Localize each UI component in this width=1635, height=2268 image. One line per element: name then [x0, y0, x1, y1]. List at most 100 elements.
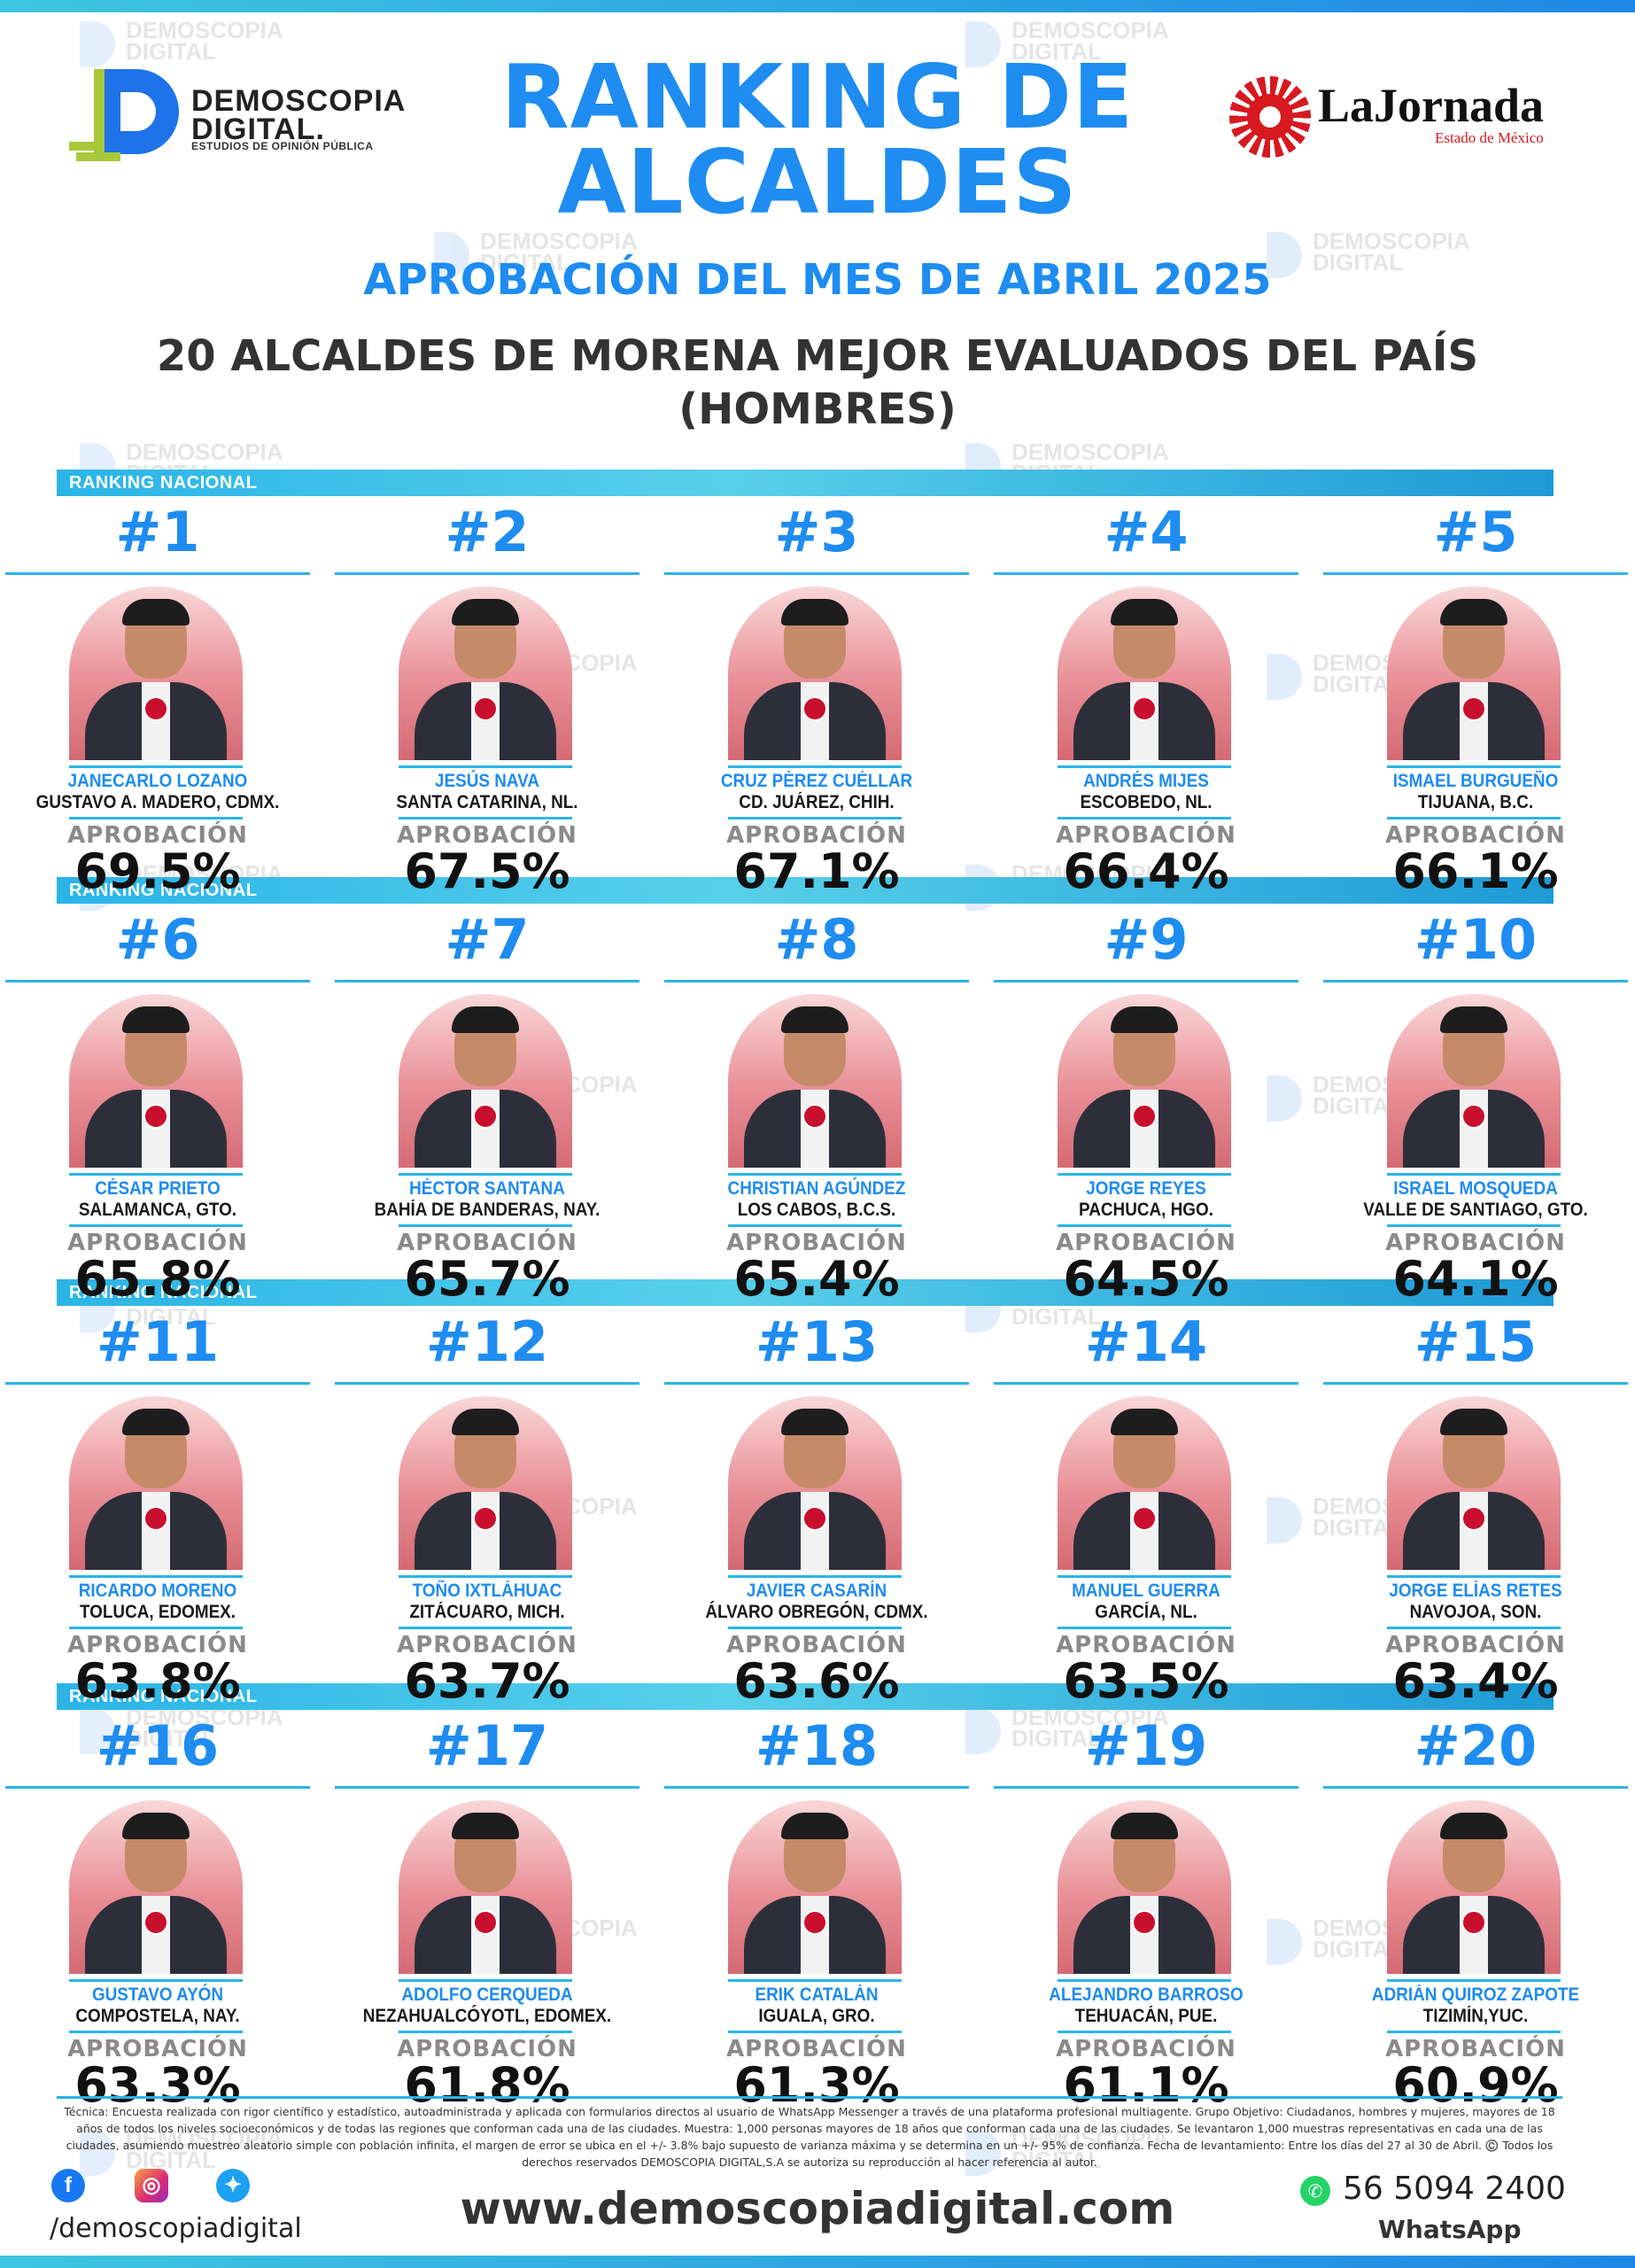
divider [399, 1979, 572, 1982]
approval-value: 63.7% [404, 1653, 570, 1709]
footer-divider [57, 2096, 1562, 2099]
divider [728, 1575, 902, 1578]
approval-value: 66.4% [1063, 843, 1229, 899]
morena-pin-icon [473, 1506, 498, 1531]
mayor-name: MANUEL GUERRA [1072, 1581, 1220, 1601]
divider [1387, 817, 1561, 819]
la-jornada-name: LaJornada [1318, 79, 1545, 132]
mayor-photo [728, 1800, 902, 1974]
approval-label: APROBACIÓN [1056, 822, 1236, 849]
divider [1387, 1575, 1561, 1578]
rank-number: #15 [1414, 1309, 1538, 1374]
technical-note: Técnica: Encuesta realizada con rigor ci… [64, 2105, 1555, 2169]
approval-value: 69.5% [74, 843, 241, 899]
rank-number: #11 [96, 1309, 220, 1374]
mayor-photo [1387, 1800, 1561, 1974]
divider [335, 1786, 639, 1789]
mayor-city: BAHÍA DE BANDERAS, NAY. [374, 1200, 601, 1220]
mayor-card: #10 ISRAEL MOSQUEDA VALLE DE SANTIAGO, GTO… [1323, 909, 1628, 1306]
divider [1323, 1786, 1628, 1789]
approval-value: 63.8% [74, 1653, 241, 1709]
mayor-city: VALLE DE SANTIAGO, GTO. [1363, 1200, 1588, 1220]
mayor-card: #16 GUSTAVO AYÓN COMPOSTELA, NAY. APROBACIÓ… [5, 1715, 310, 2112]
approval-label: APROBACIÓN [397, 822, 577, 849]
mayor-name: ADOLFO CERQUEDA [401, 1984, 573, 2005]
divider [69, 1173, 243, 1176]
approval-label: APROBACIÓN [397, 1632, 577, 1658]
mayor-city: IGUALA, GRO. [758, 2006, 875, 2026]
mayor-city: COMPOSTELA, NAY. [75, 2006, 240, 2026]
mayor-city: TIZIMÍN,YUC. [1422, 2006, 1529, 2026]
approval-value: 67.1% [733, 843, 900, 899]
mayor-city: TOLUCA, EDOMEX. [79, 1602, 236, 1622]
approval-value: 63.4% [1392, 1653, 1559, 1709]
divider [994, 572, 1298, 575]
social-handle[interactable]: /demoscopiadigital [50, 2213, 302, 2244]
mayor-photo [1387, 994, 1561, 1168]
facebook-icon[interactable]: f [51, 2169, 85, 2202]
approval-label: APROBACIÓN [1385, 822, 1566, 849]
divider [69, 817, 243, 819]
whatsapp-phone[interactable]: 56 5094 2400 [1343, 2171, 1566, 2207]
mayor-photo [1387, 1396, 1561, 1570]
divider [5, 572, 310, 575]
mayor-photo [399, 994, 572, 1168]
divider [69, 2031, 243, 2033]
twitter-icon[interactable]: ✦ [216, 2169, 250, 2202]
rank-number: #17 [425, 1713, 549, 1778]
mayor-name: CHRISTIAN AGÚNDEZ [727, 1178, 906, 1199]
section-band: RANKING NACIONAL [57, 470, 1554, 496]
mayor-photo [728, 586, 902, 760]
mayor-photo [399, 1396, 572, 1570]
mayor-name: ANDRÉS MIJES [1083, 771, 1209, 791]
rank-number: #13 [755, 1309, 879, 1374]
morena-pin-icon [802, 1104, 827, 1129]
page-subtitle: APROBACIÓN DEL MES DE ABRIL 2025 [363, 255, 1272, 305]
divider [1058, 817, 1231, 819]
rank-number: #5 [1433, 500, 1518, 564]
divider [1058, 1627, 1231, 1629]
divider [994, 980, 1298, 983]
divider [728, 1224, 902, 1227]
rank-number: #20 [1414, 1713, 1538, 1778]
mayor-city: TIJUANA, B.C. [1417, 792, 1534, 812]
rank-number: #3 [774, 500, 859, 564]
divider [335, 980, 639, 983]
rank-number: #12 [425, 1309, 549, 1374]
mayor-card: #5 ISMAEL BURGUEÑO TIJUANA, B.C. APROBACIÓN… [1323, 500, 1628, 898]
demoscopia-logo: DEMOSCOPIA DIGITAL. ESTUDIOS DE OPINIÓN … [69, 67, 405, 165]
mayor-card: #3 CRUZ PÉREZ CUÉLLAR CD. JUÁREZ, CHIH. APR… [664, 500, 969, 898]
rank-number: #2 [445, 500, 530, 564]
divider [1387, 1224, 1561, 1227]
morena-pin-icon [473, 1104, 498, 1129]
mayor-card: #6 CÉSAR PRIETO SALAMANCA, GTO. APROBACIÓN 6… [5, 907, 310, 1306]
divider [399, 817, 572, 819]
approval-value: 65.4% [733, 1251, 900, 1307]
section-band: RANKING NACIONAL [57, 1279, 1554, 1306]
rank-number: #4 [1104, 500, 1189, 564]
approval-value: 66.1% [1392, 843, 1559, 899]
mayor-name: CÉSAR PRIETO [95, 1178, 221, 1199]
mayor-card: #20 ADRIÁN QUIROZ ZAPOTE TIZIMÍN,YUC. APROB… [1323, 1713, 1628, 2112]
instagram-icon[interactable]: ◎ [135, 2169, 168, 2202]
morena-pin-icon [1461, 696, 1486, 721]
mayor-city: NAVOJOA, SON. [1409, 1602, 1542, 1622]
morena-pin-icon [1461, 1910, 1486, 1935]
section-band: RANKING NACIONAL [57, 877, 1554, 904]
mayor-city: SANTA CATARINA, NL. [396, 792, 578, 812]
divider [1058, 2031, 1231, 2033]
approval-label: APROBACIÓN [67, 1230, 248, 1256]
website-link[interactable]: www.demoscopiadigital.com [460, 2183, 1175, 2234]
morena-pin-icon [473, 696, 498, 721]
demoscopia-logo-text: DEMOSCOPIA DIGITAL. [191, 84, 407, 146]
whatsapp-icon[interactable]: ✆ [1300, 2176, 1330, 2206]
morena-pin-icon [143, 1104, 168, 1129]
divider [1387, 765, 1561, 768]
mayor-card: #2 JESÚS NAVA SANTA CATARINA, NL. APROBACIÓ… [335, 500, 639, 898]
divider [69, 1627, 243, 1629]
mayor-photo [69, 1800, 243, 1974]
divider [1058, 1979, 1231, 1982]
mayor-photo [399, 1800, 572, 1974]
rank-number: #6 [115, 907, 200, 972]
